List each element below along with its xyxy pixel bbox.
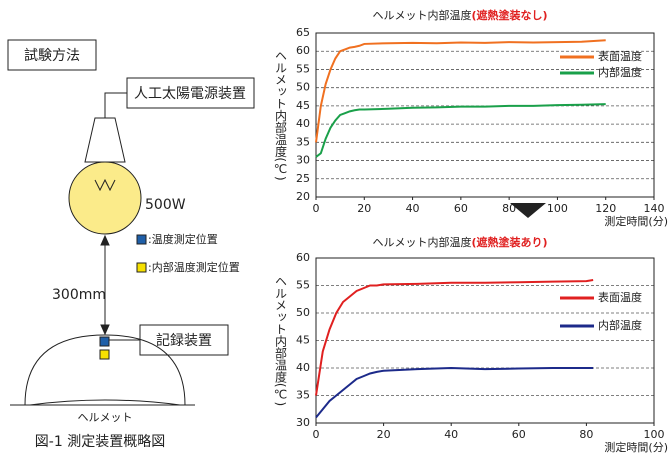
y-axis-label: ヘルメット内部温度(℃) (274, 49, 288, 180)
diagram (7, 39, 546, 406)
y-tick-label: 30 (296, 154, 310, 167)
plot-frame (315, 257, 655, 424)
recorder: 記録装置 (156, 332, 212, 349)
legend-text: :温度測定位置 (148, 232, 218, 246)
title-highlight: (遮熱塗装なし) (471, 8, 547, 22)
x-tick-label: 140 (644, 202, 665, 215)
legend-label: 表面温度 (598, 290, 642, 304)
y-tick-label: 65 (296, 26, 310, 39)
x-axis-label: 測定時間(分) (604, 214, 668, 228)
x-axis-label: 測定時間(分) (604, 440, 668, 454)
title-highlight: (遮熱塗装あり) (471, 235, 547, 249)
arrow-down (510, 203, 546, 218)
series-line (315, 103, 606, 158)
helmet-rim (29, 399, 181, 406)
x-tick-label: 80 (502, 202, 516, 215)
y-tick-label: 25 (296, 172, 310, 185)
arrowhead (100, 234, 110, 246)
legend-label: 表面温度 (598, 49, 642, 63)
x-tick-label: 80 (579, 428, 593, 441)
y-tick-label: 45 (296, 334, 310, 347)
legend-label: 内部温度 (598, 65, 642, 79)
series-line (315, 39, 606, 143)
plot-frame (315, 32, 655, 198)
x-tick-label: 60 (454, 202, 468, 215)
helmet: ヘルメット (78, 411, 133, 424)
light-source: 人工太陽電源装置 (134, 86, 246, 102)
y-axis-label: ヘルメット内部温度(℃) (274, 275, 288, 406)
socket (84, 117, 126, 163)
filament (94, 178, 116, 192)
legend-text: :内部温度測定位置 (148, 260, 240, 274)
chart-title: ヘルメット内部温度(遮熱塗装なし) (372, 8, 547, 22)
x-tick-label: 100 (547, 202, 568, 215)
method-title: 試験方法 (24, 48, 80, 64)
title-main: ヘルメット内部温度 (372, 8, 471, 22)
series-line (315, 279, 594, 396)
bulb (68, 161, 142, 235)
x-tick-label: 20 (377, 428, 391, 441)
x-tick-label: 0 (313, 428, 320, 441)
chart-title: ヘルメット内部温度(遮熱塗装あり) (372, 235, 547, 249)
x-tick-label: 40 (444, 428, 458, 441)
x-tick-label: 20 (357, 202, 371, 215)
y-tick-label: 40 (296, 117, 310, 130)
arrowhead (100, 324, 110, 336)
power: 500W (145, 197, 186, 213)
y-tick-label: 40 (296, 361, 310, 374)
x-tick-label: 100 (644, 428, 665, 441)
y-tick-label: 20 (296, 190, 310, 203)
wire (104, 92, 127, 118)
y-tick-label: 50 (296, 306, 310, 319)
y-tick-label: 30 (296, 416, 310, 429)
x-tick-label: 40 (406, 202, 420, 215)
y-tick-label: 55 (296, 279, 310, 292)
caption: 図-1 測定装置概略図 (35, 434, 165, 450)
y-tick-label: 50 (296, 81, 310, 94)
legend-label: 内部温度 (598, 318, 642, 332)
y-tick-label: 60 (296, 251, 310, 264)
marker (136, 234, 147, 245)
title-main: ヘルメット内部温度 (372, 235, 471, 249)
x-tick-label: 0 (313, 202, 320, 215)
x-tick-label: 60 (512, 428, 526, 441)
marker (99, 336, 110, 347)
marker (99, 349, 110, 360)
y-tick-label: 55 (296, 62, 310, 75)
marker (136, 262, 147, 273)
series-line (315, 366, 594, 419)
box (7, 39, 97, 71)
helmet-shape (24, 334, 186, 406)
y-tick-label: 45 (296, 99, 310, 112)
y-tick-label: 60 (296, 44, 310, 57)
distance: 300mm (52, 287, 106, 303)
x-tick-label: 120 (595, 202, 616, 215)
y-tick-label: 35 (296, 135, 310, 148)
y-tick-label: 35 (296, 389, 310, 402)
